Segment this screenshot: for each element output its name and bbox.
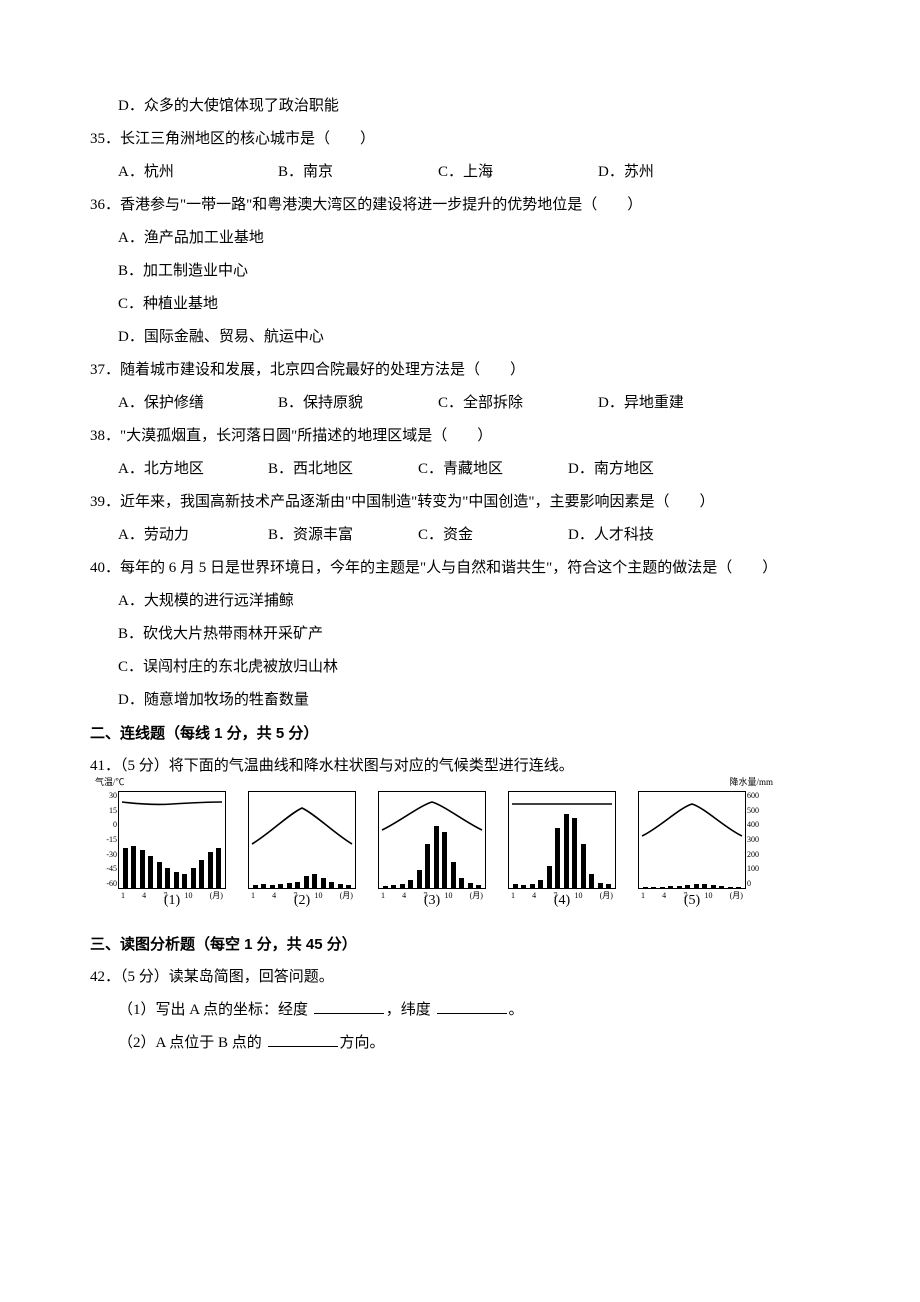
month-ticks: 14710(月) <box>249 892 355 900</box>
month-ticks: 14710(月) <box>509 892 615 900</box>
chart-box: 气温/℃30150-15-30-45-6014710(月) <box>118 791 226 889</box>
temp-curve <box>639 792 745 888</box>
q38-opt-a: A．北方地区 <box>118 453 268 486</box>
temp-curve <box>379 792 485 888</box>
q42-stem: 42．（5 分）读某岛简图，回答问题。 <box>90 961 830 994</box>
q42-1-text-c: 。 <box>509 1002 524 1018</box>
q38-options: A．北方地区 B．西北地区 C．青藏地区 D．南方地区 <box>90 453 830 486</box>
temp-ticks: 30150-15-30-45-60 <box>99 792 117 888</box>
q36-opt-a: A．渔产品加工业基地 <box>90 222 830 255</box>
climate-chart-2: 14710(月)(2) <box>248 791 356 910</box>
climate-chart-4: 14710(月)(4) <box>508 791 616 910</box>
climate-chart-5: 降水量/mm600500400300200100014710(月)(5) <box>638 791 746 910</box>
temp-curve <box>509 792 615 888</box>
q38-stem: 38．"大漠孤烟直，长河落日圆"所描述的地理区域是（ ） <box>90 420 830 453</box>
month-ticks: 14710(月) <box>119 892 225 900</box>
q42-2-text-a: （2）A 点位于 B 点的 <box>118 1035 266 1051</box>
q37-stem: 37．随着城市建设和发展，北京四合院最好的处理方法是（ ） <box>90 354 830 387</box>
chart-box: 14710(月) <box>508 791 616 889</box>
q37-options: A．保护修缮 B．保持原貌 C．全部拆除 D．异地重建 <box>90 387 830 420</box>
q42-sub-2: （2）A 点位于 B 点的 方向。 <box>90 1027 830 1060</box>
q34-option-d: D．众多的大使馆体现了政治职能 <box>90 90 830 123</box>
q35-opt-d: D．苏州 <box>598 156 758 189</box>
blank-longitude[interactable] <box>314 998 384 1014</box>
q39-stem: 39．近年来，我国高新技术产品逐渐由"中国制造"转变为"中国创造"，主要影响因素… <box>90 486 830 519</box>
q40-opt-b: B．砍伐大片热带雨林开采矿产 <box>90 618 830 651</box>
q35-stem: 35．长江三角洲地区的核心城市是（ ） <box>90 123 830 156</box>
precip-axis-label: 降水量/mm <box>729 778 773 787</box>
q39-opt-a: A．劳动力 <box>118 519 268 552</box>
q42-1-text-b: ，纬度 <box>386 1002 435 1018</box>
q39-options: A．劳动力 B．资源丰富 C．资金 D．人才科技 <box>90 519 830 552</box>
chart-box: 14710(月) <box>248 791 356 889</box>
temp-curve <box>249 792 355 888</box>
q35-opt-a: A．杭州 <box>118 156 278 189</box>
climate-chart-1: 气温/℃30150-15-30-45-6014710(月)(1) <box>118 791 226 910</box>
q41-charts: 气温/℃30150-15-30-45-6014710(月)(1)14710(月)… <box>90 783 830 910</box>
q36-opt-d: D．国际金融、贸易、航运中心 <box>90 321 830 354</box>
blank-latitude[interactable] <box>437 998 507 1014</box>
q38-opt-d: D．南方地区 <box>568 453 718 486</box>
q35-opt-c: C．上海 <box>438 156 598 189</box>
q40-stem: 40．每年的 6 月 5 日是世界环境日，今年的主题是"人与自然和谐共生"，符合… <box>90 552 830 585</box>
q41-stem: 41．（5 分）将下面的气温曲线和降水柱状图与对应的气候类型进行连线。 <box>90 750 830 783</box>
q35-options: A．杭州 B．南京 C．上海 D．苏州 <box>90 156 830 189</box>
q37-opt-d: D．异地重建 <box>598 387 758 420</box>
exam-page: D．众多的大使馆体现了政治职能 35．长江三角洲地区的核心城市是（ ） A．杭州… <box>0 0 920 1110</box>
q39-opt-b: B．资源丰富 <box>268 519 418 552</box>
q40-opt-d: D．随意增加牧场的牲畜数量 <box>90 684 830 717</box>
section-3-title: 三、读图分析题（每空 1 分，共 45 分） <box>90 928 830 961</box>
q39-opt-c: C．资金 <box>418 519 568 552</box>
temp-curve <box>119 792 225 888</box>
q36-opt-b: B．加工制造业中心 <box>90 255 830 288</box>
chart-box: 降水量/mm600500400300200100014710(月) <box>638 791 746 889</box>
month-ticks: 14710(月) <box>639 892 745 900</box>
precip-ticks: 6005004003002001000 <box>747 792 767 888</box>
q42-1-text-a: （1）写出 A 点的坐标：经度 <box>118 1002 312 1018</box>
q40-opt-c: C．误闯村庄的东北虎被放归山林 <box>90 651 830 684</box>
q42-sub-1: （1）写出 A 点的坐标：经度 ，纬度 。 <box>90 994 830 1027</box>
temp-axis-label: 气温/℃ <box>95 778 125 787</box>
section-2-title: 二、连线题（每线 1 分，共 5 分） <box>90 717 830 750</box>
q38-opt-c: C．青藏地区 <box>418 453 568 486</box>
q38-opt-b: B．西北地区 <box>268 453 418 486</box>
q36-stem: 36．香港参与"一带一路"和粤港澳大湾区的建设将进一步提升的优势地位是（ ） <box>90 189 830 222</box>
climate-chart-3: 14710(月)(3) <box>378 791 486 910</box>
month-ticks: 14710(月) <box>379 892 485 900</box>
q35-opt-b: B．南京 <box>278 156 438 189</box>
blank-direction[interactable] <box>268 1031 338 1047</box>
q37-opt-c: C．全部拆除 <box>438 387 598 420</box>
chart-box: 14710(月) <box>378 791 486 889</box>
q39-opt-d: D．人才科技 <box>568 519 718 552</box>
q36-opt-c: C．种植业基地 <box>90 288 830 321</box>
q40-opt-a: A．大规模的进行远洋捕鲸 <box>90 585 830 618</box>
q37-opt-a: A．保护修缮 <box>118 387 278 420</box>
q37-opt-b: B．保持原貌 <box>278 387 438 420</box>
q42-2-text-b: 方向。 <box>340 1035 385 1051</box>
